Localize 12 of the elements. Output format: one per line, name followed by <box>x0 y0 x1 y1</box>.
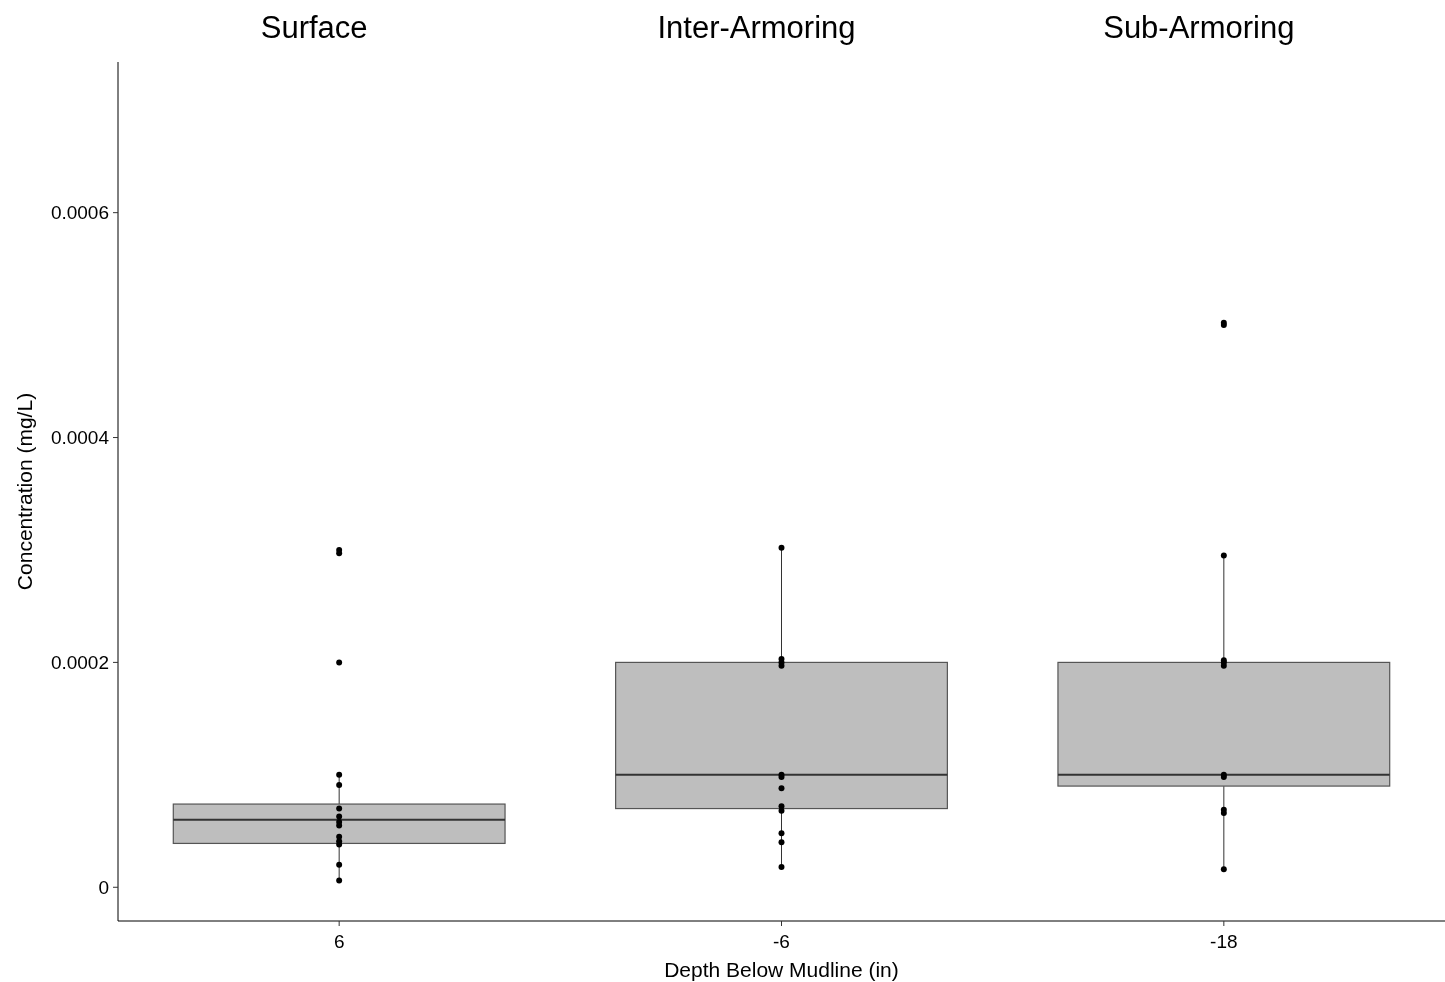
x-axis-title: Depth Below Mudline (in) <box>664 958 899 981</box>
x-tick-label: 6 <box>333 931 345 952</box>
text: Surface <box>260 10 368 45</box>
y-axis-title: Concentration (mg/L) <box>13 392 36 591</box>
x-tick-label: -18 <box>1210 931 1238 952</box>
y-tick-label: 0.0002 <box>50 652 109 674</box>
x-tick-label: -6 <box>773 931 790 952</box>
text: Sub-Armoring <box>1103 10 1295 45</box>
y-tick-label: 0 <box>98 876 109 898</box>
y-tick-label: 0.0006 <box>50 202 109 224</box>
y-tick-label: 0.0004 <box>50 427 110 449</box>
text: Inter-Armoring <box>657 10 856 45</box>
